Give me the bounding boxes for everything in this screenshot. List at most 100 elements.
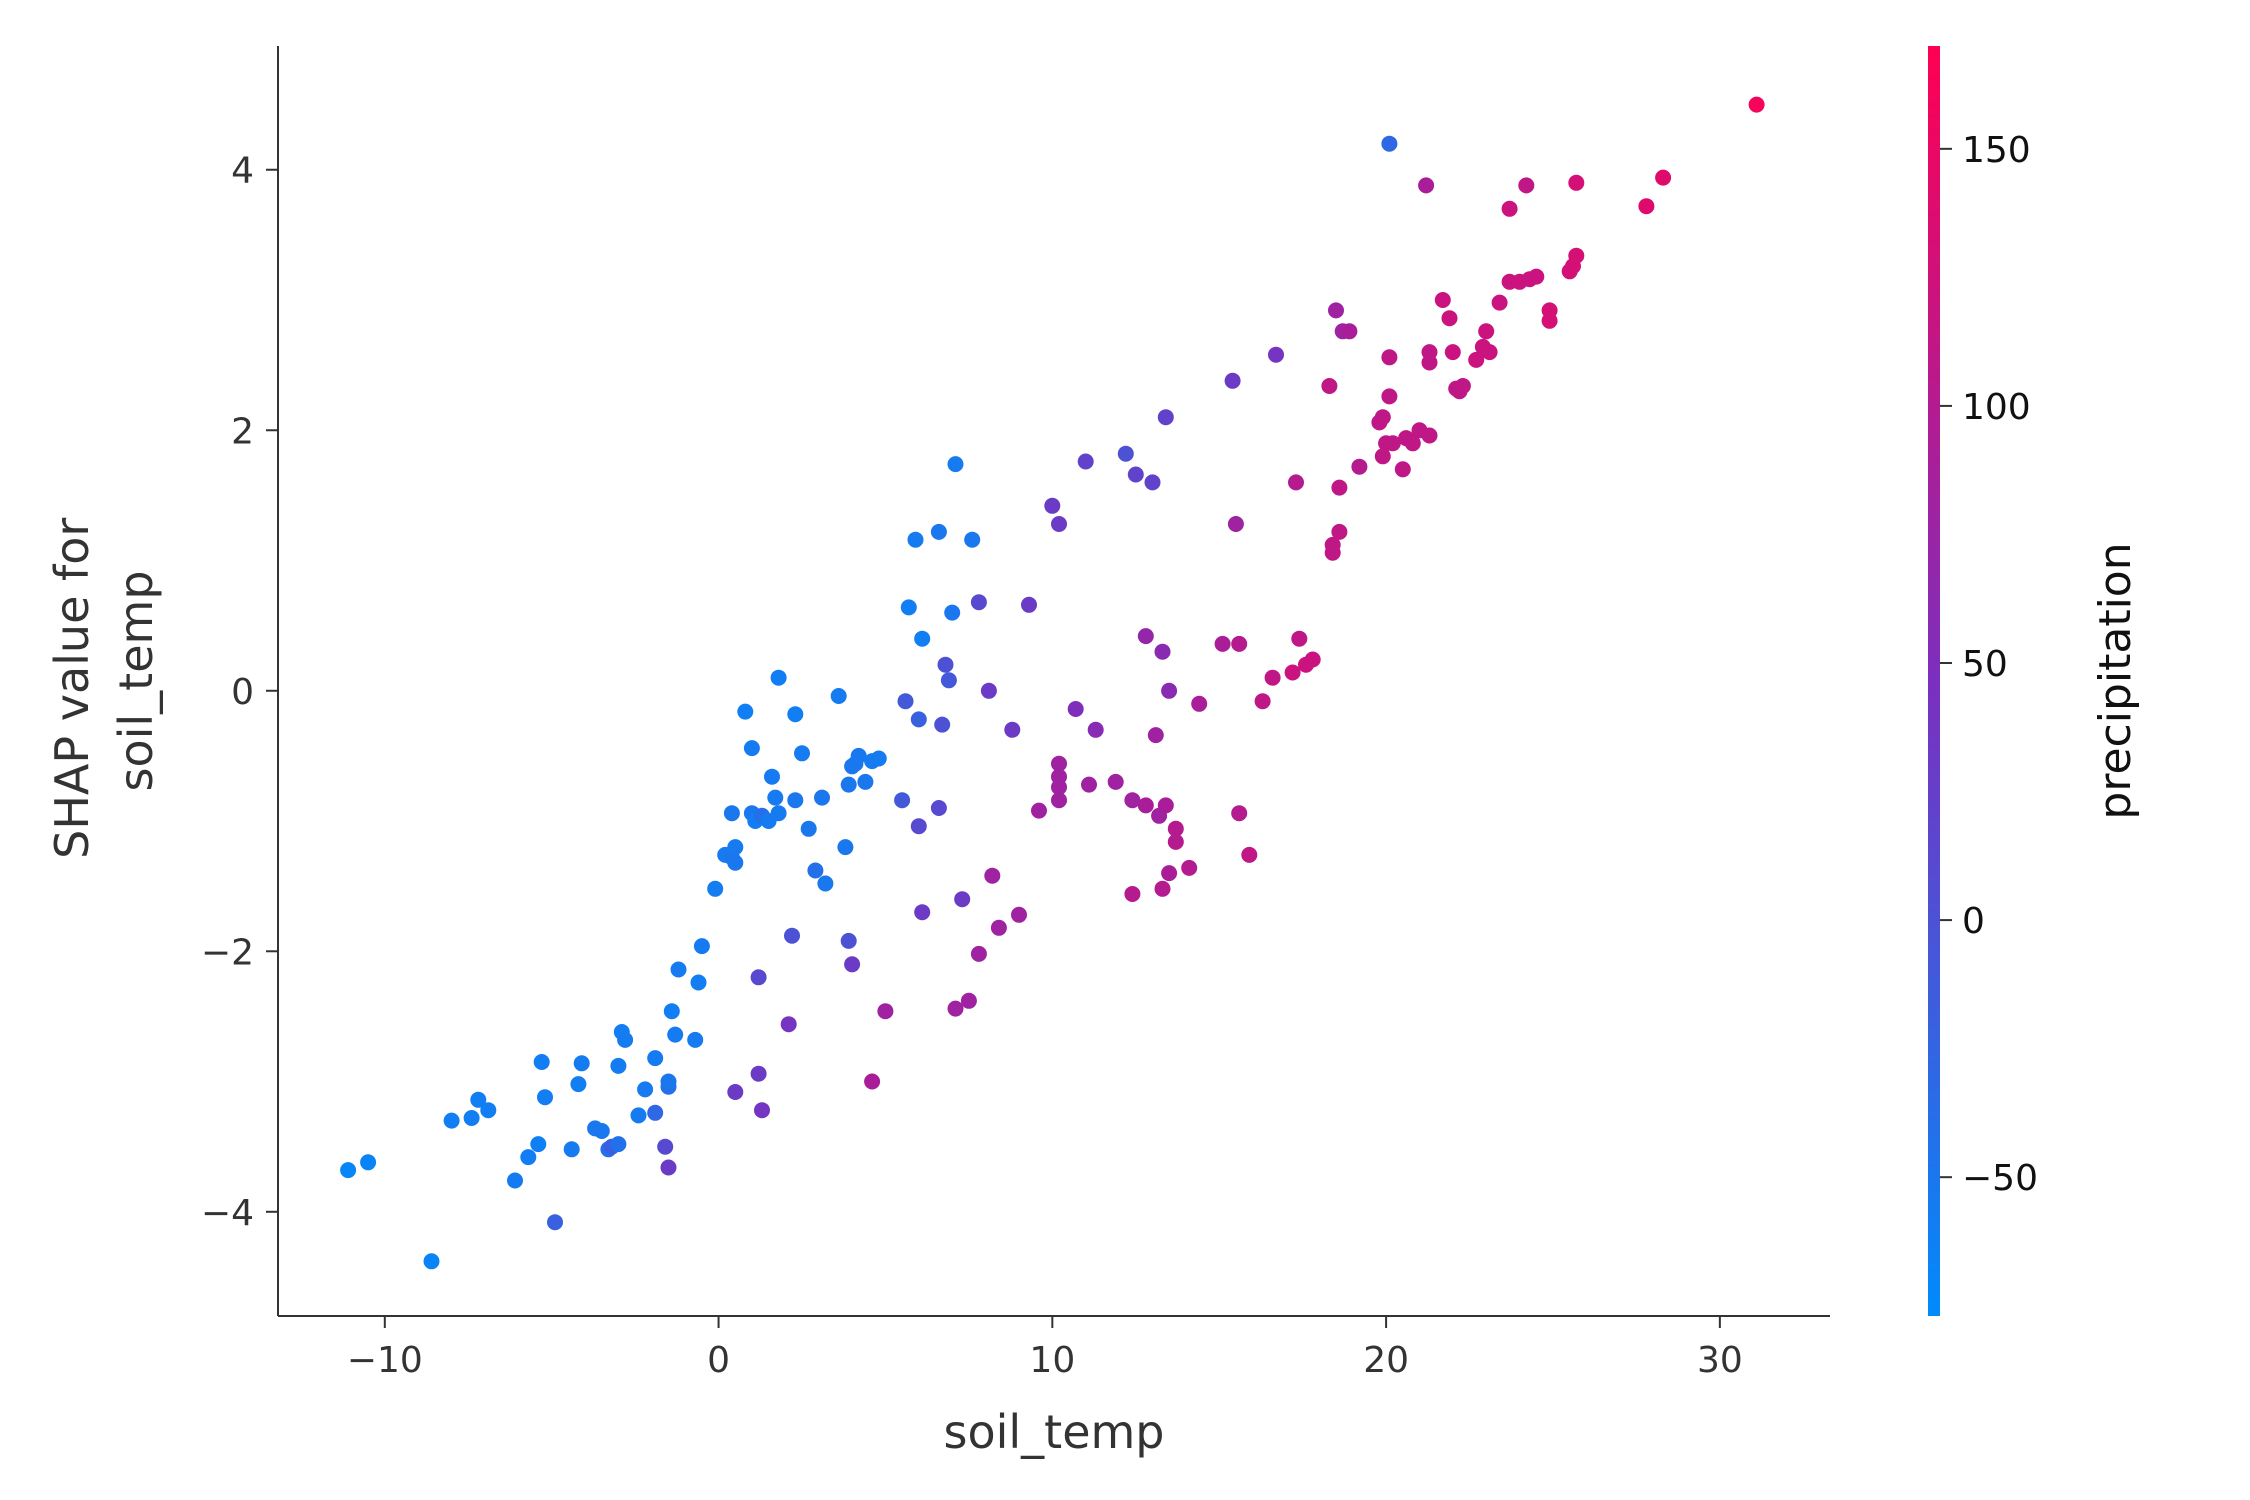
scatter-point [964, 531, 981, 548]
scatter-point [1374, 409, 1391, 426]
scatter-point [1381, 349, 1398, 366]
scatter-point [1051, 755, 1067, 772]
colorbar [1928, 46, 1940, 1316]
scatter-point [1321, 378, 1338, 394]
scatter-point [1004, 721, 1021, 738]
scatter-point [937, 656, 954, 673]
scatter-point [563, 1141, 580, 1158]
scatter-point [663, 1003, 680, 1020]
scatter-point [660, 1159, 677, 1176]
scatter-point [687, 1031, 704, 1048]
x-axis-title: soil_temp [943, 1405, 1164, 1459]
y-axis-ticks: −4 −2 0 2 4 [201, 151, 278, 1234]
scatter-point [1154, 880, 1171, 897]
scatter-point [1157, 409, 1174, 426]
scatter-point [667, 1026, 684, 1043]
scatter-point [787, 706, 804, 723]
scatter-point [1528, 268, 1545, 285]
scatter-point [897, 693, 914, 710]
scatter-point [764, 768, 780, 785]
scatter-point [1051, 792, 1067, 809]
scatter-point [1328, 302, 1344, 319]
scatter-point [1144, 474, 1161, 491]
scatter-point [1381, 388, 1398, 405]
scatter-point [1655, 169, 1672, 186]
scatter-point [814, 789, 830, 806]
scatter-point [1341, 323, 1358, 340]
scatter-point [547, 1214, 563, 1231]
scatter-point [1421, 344, 1438, 361]
colorbar-ticks: −50 0 50 100 150 [1940, 130, 2038, 1199]
scatter-point [944, 604, 961, 621]
scatter-point [1077, 453, 1094, 470]
y-tick-label: 0 [231, 672, 254, 713]
scatter-point [727, 839, 744, 856]
scatter-point [1127, 466, 1144, 483]
scatter-point [670, 961, 687, 978]
scatter-point [1231, 805, 1248, 822]
scatter-point [770, 669, 787, 686]
scatter-point [1107, 773, 1124, 790]
scatter-point [1137, 628, 1154, 645]
scatter-point [1568, 247, 1585, 264]
scatter-point [1638, 198, 1655, 215]
scatter-point [1304, 651, 1321, 668]
x-tick-label: −10 [347, 1340, 423, 1381]
scatter-point [610, 1136, 627, 1153]
scatter-point [507, 1172, 523, 1189]
scatter-point [1167, 820, 1184, 837]
scatter-point [850, 747, 867, 764]
scatter-point [573, 1055, 590, 1072]
scatter-point [637, 1081, 654, 1098]
scatter-point [1421, 427, 1438, 444]
y-tick-label: 2 [231, 411, 254, 452]
scatter-point [787, 792, 804, 809]
scatter-point [1434, 292, 1451, 308]
scatter-point [1374, 448, 1391, 465]
scatter-point [1331, 479, 1348, 496]
scatter-point [727, 1084, 744, 1100]
scatter-point [794, 745, 810, 762]
scatter-point [877, 1003, 894, 1020]
scatter-point [1284, 664, 1301, 681]
scatter-point [784, 927, 800, 944]
scatter-point [570, 1076, 587, 1093]
scatter-point [947, 1000, 964, 1017]
scatter-point [1381, 135, 1398, 152]
scatter-point [1441, 310, 1458, 327]
scatter-point [1568, 174, 1585, 191]
scatter-point [660, 1073, 677, 1090]
scatter-point [947, 456, 964, 473]
scatter-point [1291, 630, 1308, 647]
scatter-point [837, 839, 854, 856]
scatter-point [910, 711, 927, 728]
x-tick-label: 30 [1697, 1340, 1743, 1381]
scatter-point [767, 789, 784, 806]
scatter-point [907, 531, 924, 548]
scatter-point [807, 862, 824, 879]
scatter-point [840, 776, 857, 793]
scatter-point [1541, 312, 1558, 329]
colorbar-tick-label: 150 [1962, 130, 2031, 171]
scatter-point [970, 945, 987, 962]
colorbar-tick-label: 0 [1962, 901, 1985, 942]
scatter-point [537, 1089, 553, 1106]
scatter-point [723, 805, 740, 822]
y-axis-title-line-2: soil_temp [109, 570, 163, 791]
scatter-point [1137, 797, 1154, 814]
scatter-point [1404, 435, 1421, 452]
scatter-point [750, 969, 767, 986]
scatter-point [480, 1102, 497, 1119]
scatter-point [940, 672, 957, 689]
scatter-point [1011, 906, 1027, 923]
scatter-point [960, 992, 977, 1009]
y-tick-label: −2 [201, 932, 254, 973]
colorbar-tick-label: 50 [1962, 644, 2008, 685]
scatter-point [864, 1073, 881, 1090]
scatter-point [1418, 177, 1435, 194]
colorbar-tick-label: −50 [1962, 1158, 2038, 1199]
scatter-point [593, 1123, 610, 1139]
scatter-point [870, 750, 887, 767]
scatter-points [340, 96, 1765, 1270]
scatter-point [780, 1016, 797, 1033]
